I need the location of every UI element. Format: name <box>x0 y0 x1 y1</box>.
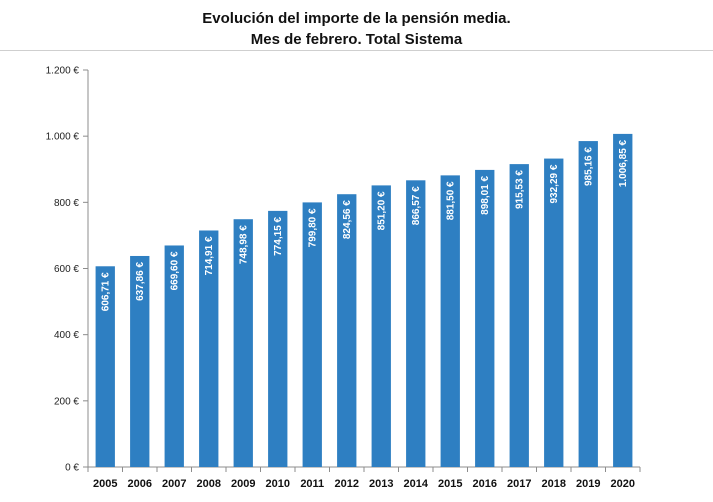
x-tick-label: 2005 <box>93 478 117 490</box>
x-tick-label: 2007 <box>162 478 186 490</box>
x-tick-label: 2016 <box>473 478 497 490</box>
x-tick-label: 2018 <box>542 478 566 490</box>
chart-title: Evolución del importe de la pensión medi… <box>202 10 511 27</box>
bar <box>233 219 253 467</box>
x-tick-label: 2012 <box>335 478 359 490</box>
bar-data-label: 748,98 € <box>239 225 250 264</box>
bar-data-label: 637,86 € <box>135 262 146 301</box>
bar <box>440 175 460 467</box>
bar-data-label: 669,60 € <box>170 251 181 290</box>
bar <box>164 245 184 467</box>
bar <box>199 230 219 467</box>
x-tick-label: 2008 <box>197 478 221 490</box>
y-tick-label: 200 € <box>54 396 79 407</box>
x-tick-label: 2014 <box>404 478 429 490</box>
bar-data-label: 898,01 € <box>480 175 491 214</box>
bar-data-label: 932,29 € <box>549 164 560 203</box>
bar <box>578 141 598 467</box>
bar <box>337 194 357 467</box>
x-tick-label: 2019 <box>576 478 600 490</box>
bar <box>475 169 495 467</box>
bar <box>544 158 564 468</box>
bar-data-label: 866,57 € <box>411 186 422 225</box>
bar-data-label: 606,71 € <box>101 272 112 311</box>
bar-data-label: 851,20 € <box>377 191 388 230</box>
bar-data-label: 824,56 € <box>342 200 353 239</box>
bar <box>613 133 633 467</box>
y-tick-label: 1.000 € <box>46 132 80 143</box>
bar <box>509 164 529 467</box>
chart-frame <box>0 50 713 502</box>
y-tick-label: 0 € <box>65 463 79 474</box>
bar <box>130 255 150 467</box>
x-tick-label: 2010 <box>266 478 290 490</box>
chart-subtitle: Mes de febrero. Total Sistema <box>250 31 463 48</box>
bar-data-label: 799,80 € <box>308 208 319 247</box>
y-tick-label: 400 € <box>54 330 79 341</box>
x-tick-label: 2017 <box>507 478 531 490</box>
bar <box>406 180 426 467</box>
bar-data-label: 714,91 € <box>204 236 215 275</box>
bar-data-label: 985,16 € <box>584 147 595 186</box>
x-tick-label: 2013 <box>369 478 393 490</box>
x-tick-label: 2009 <box>231 478 255 490</box>
chart-title-block: Evolución del importe de la pensión medi… <box>0 8 713 50</box>
bar <box>268 210 288 467</box>
x-tick-label: 2020 <box>611 478 635 490</box>
bar-data-label: 774,15 € <box>273 216 284 255</box>
bar <box>371 185 391 468</box>
x-tick-label: 2015 <box>438 478 462 490</box>
bar-data-label: 1.006,85 € <box>618 139 629 187</box>
bar <box>302 202 322 467</box>
bar <box>95 266 115 467</box>
bar-data-label: 915,53 € <box>515 170 526 209</box>
y-tick-label: 1.200 € <box>46 66 80 77</box>
x-tick-label: 2006 <box>128 478 152 490</box>
y-tick-label: 600 € <box>54 264 79 275</box>
x-tick-label: 2011 <box>300 478 324 490</box>
bar-data-label: 881,50 € <box>446 181 457 220</box>
y-tick-label: 800 € <box>54 198 79 209</box>
